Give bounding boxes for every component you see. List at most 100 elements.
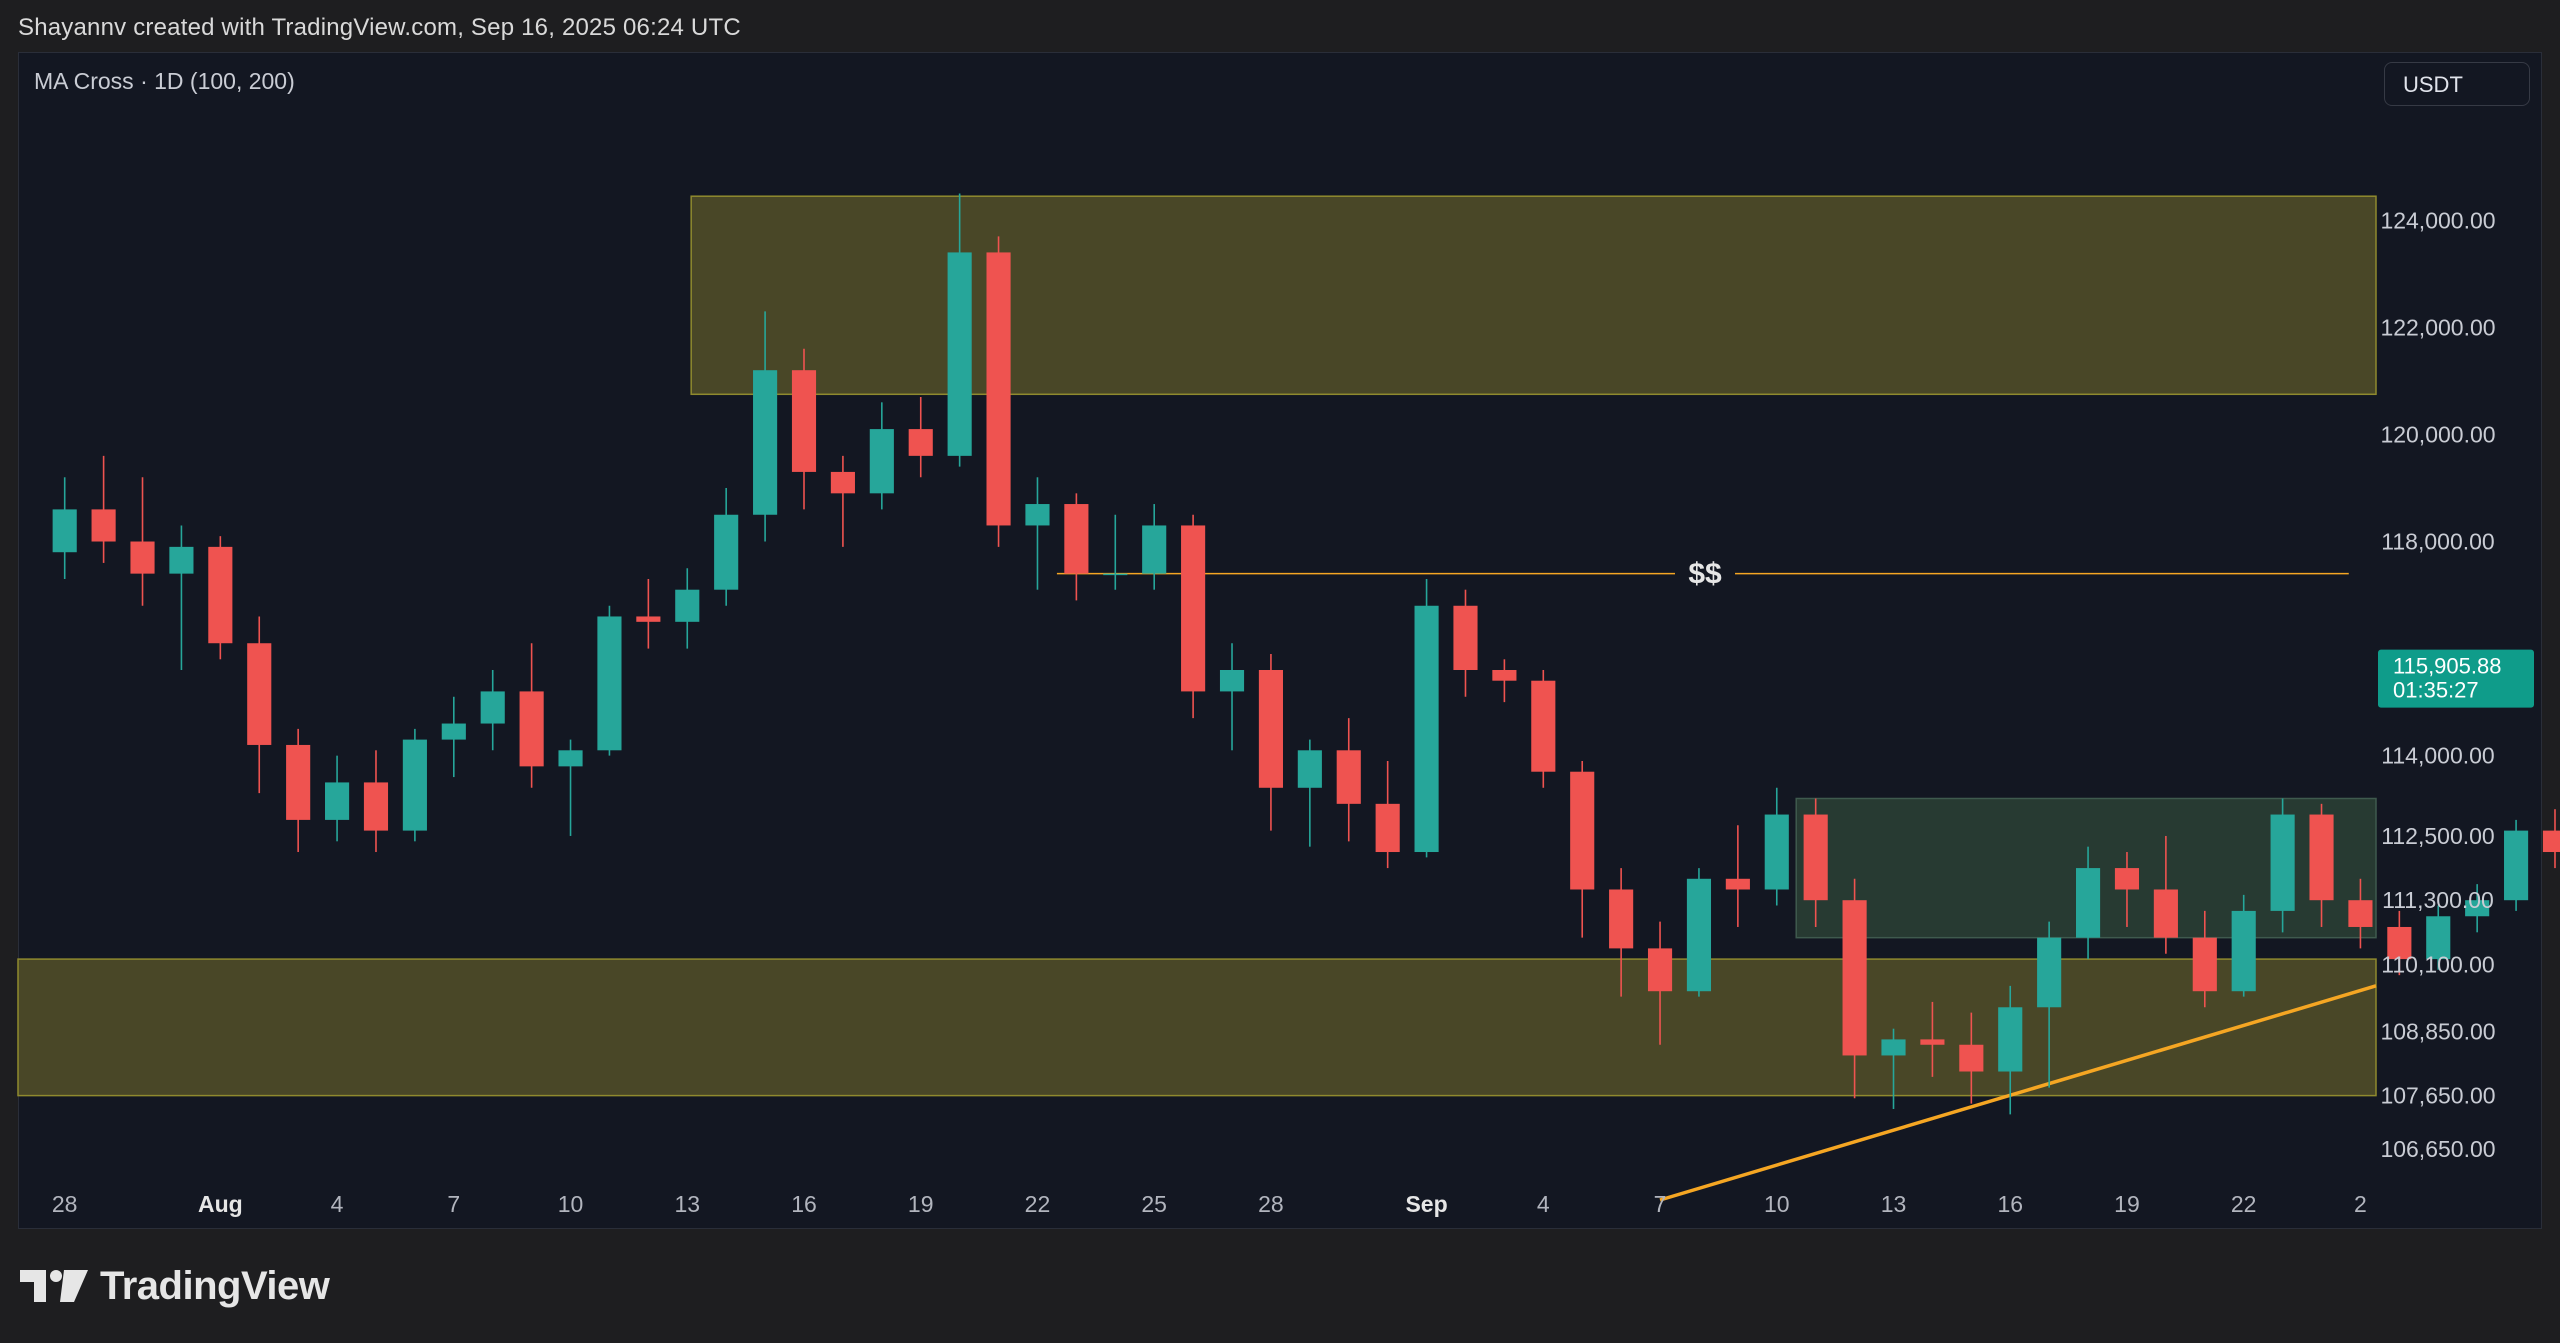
current-price-countdown: 01:35:27	[2393, 678, 2479, 703]
candle-body[interactable]	[1219, 670, 1245, 692]
candle-body[interactable]	[1920, 1039, 1945, 1045]
candle-body[interactable]	[2037, 937, 2062, 1008]
x-axis-tick-label: 4	[331, 1191, 344, 1217]
candle-body[interactable]	[558, 750, 583, 767]
candle-body[interactable]	[1842, 900, 1867, 1056]
y-axis-tick-label: 111,300.00	[2382, 887, 2494, 913]
candle-body[interactable]	[247, 643, 272, 745]
candle-body[interactable]	[2426, 916, 2451, 960]
x-axis-tick-label: 4	[1537, 1191, 1550, 1217]
x-axis-tick-label: 13	[674, 1191, 700, 1217]
indicator-label[interactable]: MA Cross · 1D (100, 200)	[34, 68, 295, 94]
candle-body[interactable]	[2270, 814, 2295, 911]
x-axis-tick-label: 19	[2114, 1191, 2140, 1217]
x-axis-tick-label: 22	[1025, 1191, 1051, 1217]
candle-body[interactable]	[1803, 814, 1828, 901]
candle-body[interactable]	[1181, 525, 1206, 692]
candle-body[interactable]	[1142, 525, 1167, 574]
candle-body[interactable]	[91, 509, 116, 542]
x-axis-tick-label: 10	[1764, 1191, 1790, 1217]
x-axis-tick-label: 19	[908, 1191, 934, 1217]
candle-body[interactable]	[1686, 878, 1712, 992]
candle-body[interactable]	[1297, 750, 1322, 788]
candle-body[interactable]	[753, 370, 778, 515]
y-axis-tick-label: 108,850.00	[2380, 1018, 2495, 1044]
candle-body[interactable]	[1725, 878, 1750, 890]
candle-body[interactable]	[1414, 605, 1439, 853]
candle-body[interactable]	[2348, 900, 2373, 927]
candle-body[interactable]	[2387, 926, 2412, 960]
x-axis-tick-label: Aug	[198, 1191, 243, 1217]
candle-body[interactable]	[1764, 814, 1789, 890]
y-axis-tick-label: 112,500.00	[2381, 823, 2494, 849]
chart-credit: Shayannv created with TradingView.com, S…	[18, 14, 741, 41]
candle-body[interactable]	[363, 782, 389, 831]
y-axis-tick-label: 106,650.00	[2380, 1136, 2495, 1162]
x-axis-tick-label: 7	[1654, 1191, 1667, 1217]
candle-body[interactable]	[402, 739, 427, 831]
y-axis-tick-label: 110,100.00	[2381, 951, 2494, 977]
candle-body[interactable]	[480, 691, 505, 724]
candle-body[interactable]	[208, 546, 233, 644]
candle-body[interactable]	[130, 541, 155, 574]
y-axis-tick-label: 118,000.00	[2381, 529, 2494, 555]
candle-body[interactable]	[714, 514, 739, 590]
candle-body[interactable]	[2192, 937, 2217, 992]
candle-body[interactable]	[1647, 948, 1673, 992]
candle-body[interactable]	[1881, 1039, 1906, 1056]
candle-body[interactable]	[2465, 900, 2490, 917]
liquidity-label: $$	[1688, 558, 1722, 591]
x-axis-tick-label: Sep	[1405, 1191, 1447, 1217]
candle-body[interactable]	[1998, 1007, 2023, 1072]
current-price-value: 115,905.88	[2393, 654, 2501, 679]
y-axis-tick-label: 114,000.00	[2381, 743, 2494, 769]
candle-body[interactable]	[2542, 830, 2560, 853]
candle-body[interactable]	[1025, 504, 1050, 526]
candle-body[interactable]	[2075, 868, 2101, 938]
candle-body[interactable]	[869, 429, 894, 494]
candle-body[interactable]	[1453, 605, 1478, 670]
candle-body[interactable]	[1375, 803, 1400, 853]
candle-body[interactable]	[169, 546, 194, 574]
demand-zone-lower[interactable]	[17, 958, 2377, 1097]
candle-body[interactable]	[830, 471, 855, 494]
candle-body[interactable]	[52, 509, 77, 553]
x-axis-tick-label: 10	[558, 1191, 584, 1217]
candle-body[interactable]	[1531, 680, 1556, 772]
candle-body[interactable]	[2114, 868, 2140, 890]
candle-body[interactable]	[1492, 670, 1517, 681]
candle-body[interactable]	[908, 429, 933, 456]
candle-body[interactable]	[1609, 889, 1634, 949]
candle-body[interactable]	[636, 616, 661, 622]
tradingview-logo-text: TradingView	[100, 1263, 330, 1308]
x-axis-tick-label: 2	[2354, 1191, 2367, 1217]
candle-body[interactable]	[1336, 750, 1361, 804]
x-axis-tick-label: 22	[2231, 1191, 2257, 1217]
candle-body[interactable]	[1064, 504, 1089, 574]
x-axis-tick-label: 13	[1881, 1191, 1907, 1217]
currency-button[interactable]: USDT	[2384, 62, 2530, 106]
candle-body[interactable]	[597, 616, 622, 751]
tradingview-logo[interactable]: TradingView	[20, 1258, 330, 1314]
candle-body[interactable]	[441, 723, 466, 740]
candle-body[interactable]	[986, 252, 1011, 526]
candle-body[interactable]	[2504, 830, 2529, 901]
candle-body[interactable]	[286, 744, 311, 820]
candle-body[interactable]	[1959, 1044, 1984, 1072]
candle-body[interactable]	[325, 782, 350, 820]
trendline[interactable]	[1659, 984, 2377, 1202]
candle-body[interactable]	[791, 370, 817, 472]
current-price-tag[interactable]	[2378, 649, 2534, 708]
candle-body[interactable]	[1258, 670, 1283, 788]
supply-zone[interactable]	[690, 195, 2377, 396]
candle-body[interactable]	[2153, 889, 2178, 938]
candle-body[interactable]	[2231, 910, 2256, 992]
candle-body[interactable]	[2309, 814, 2334, 901]
y-axis-tick-label: 122,000.00	[2380, 314, 2495, 340]
candle-body[interactable]	[1103, 573, 1128, 576]
candle-body[interactable]	[1570, 771, 1595, 890]
candle-body[interactable]	[675, 589, 700, 622]
candle-body[interactable]	[947, 252, 972, 456]
candle-body[interactable]	[519, 691, 544, 767]
